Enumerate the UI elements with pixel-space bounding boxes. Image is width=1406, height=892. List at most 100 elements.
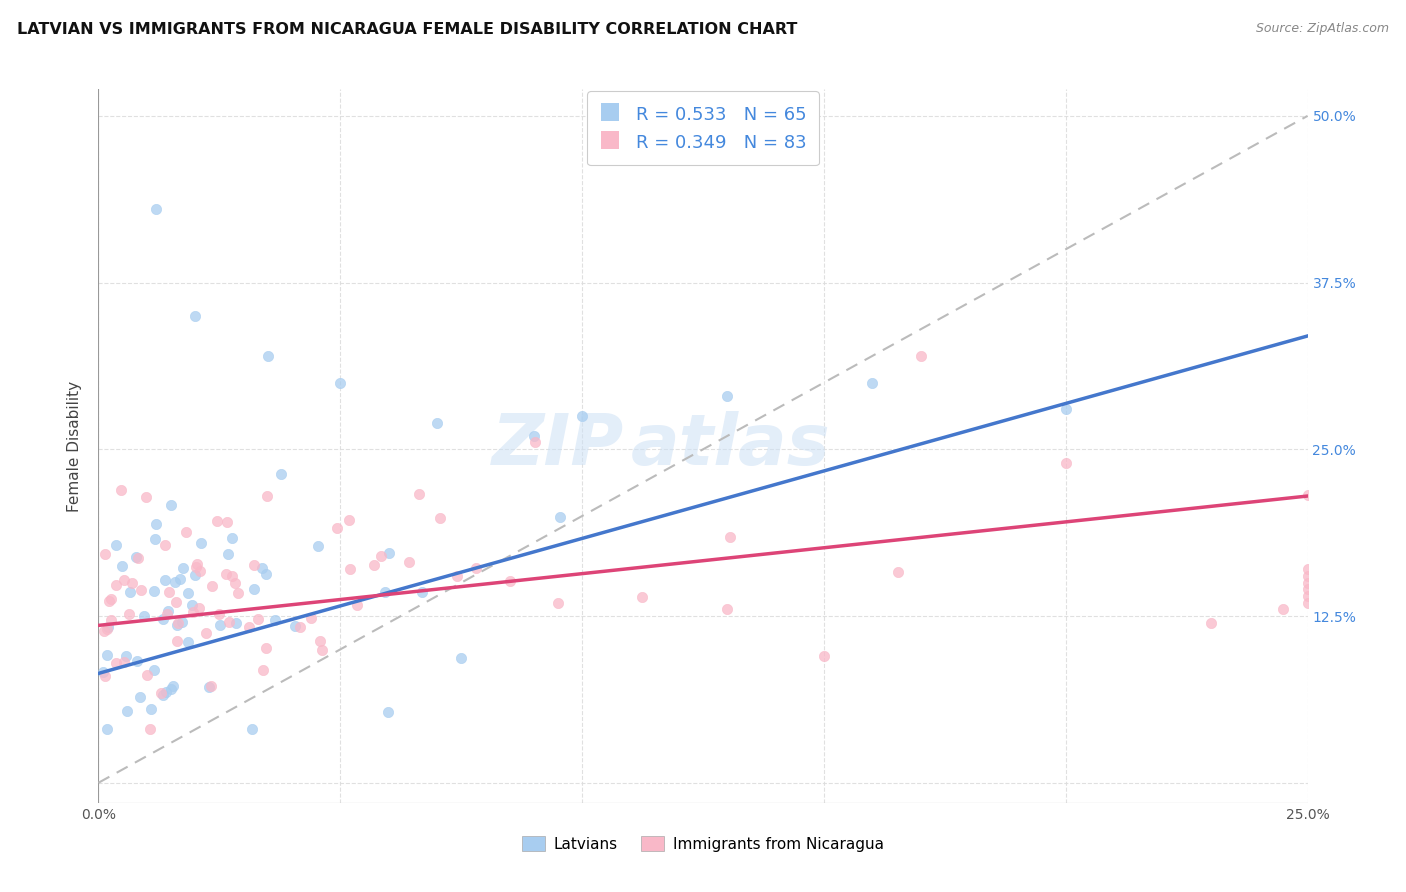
Point	[105, 578, 128, 592]
Text: atlas: atlas	[630, 411, 830, 481]
Point	[155, 685, 177, 699]
Text: Source: ZipAtlas.com: Source: ZipAtlas.com	[1256, 22, 1389, 36]
Point	[716, 602, 738, 616]
Point	[162, 679, 184, 693]
Point	[100, 613, 122, 627]
Point	[205, 514, 228, 528]
Point	[96, 622, 118, 636]
Point	[240, 723, 263, 737]
Point	[96, 723, 118, 737]
Point	[181, 605, 204, 619]
Point	[143, 532, 166, 546]
Point	[181, 598, 204, 612]
Point	[243, 582, 266, 596]
Point	[128, 690, 150, 705]
Point	[215, 515, 238, 529]
Point	[224, 576, 246, 591]
Point	[177, 635, 200, 649]
Point	[139, 702, 162, 716]
Point	[238, 620, 260, 634]
Point	[155, 607, 177, 621]
Point	[198, 680, 221, 694]
Point	[153, 538, 176, 552]
Point	[201, 579, 224, 593]
Point	[186, 558, 208, 572]
Point	[132, 609, 155, 624]
Point	[1296, 569, 1319, 583]
Point	[1296, 589, 1319, 603]
Point	[498, 574, 520, 589]
Point	[630, 590, 652, 604]
Point	[1296, 562, 1319, 576]
Point	[571, 409, 593, 423]
Point	[1296, 488, 1319, 502]
Point	[121, 576, 143, 591]
Point	[172, 615, 194, 629]
Point	[1054, 456, 1077, 470]
Point	[96, 648, 118, 663]
Text: ZIP: ZIP	[492, 411, 624, 481]
Point	[145, 516, 167, 531]
Point	[254, 640, 277, 655]
Point	[110, 483, 132, 497]
Point	[226, 586, 249, 600]
Point	[117, 705, 139, 719]
Point	[339, 562, 361, 576]
Point	[377, 706, 399, 720]
Point	[523, 429, 546, 443]
Point	[426, 416, 449, 430]
Point	[112, 655, 135, 669]
Point	[91, 665, 114, 679]
Point	[94, 547, 117, 561]
Point	[378, 546, 401, 560]
Point	[256, 349, 278, 363]
Point	[411, 584, 433, 599]
Point	[254, 567, 277, 582]
Point	[157, 604, 180, 618]
Point	[118, 607, 141, 622]
Point	[183, 567, 205, 582]
Legend: Latvians, Immigrants from Nicaragua: Latvians, Immigrants from Nicaragua	[515, 828, 891, 859]
Point	[326, 521, 349, 535]
Point	[218, 615, 240, 630]
Point	[215, 567, 238, 582]
Point	[142, 663, 165, 677]
Point	[548, 510, 571, 524]
Point	[307, 539, 329, 553]
Point	[188, 601, 211, 615]
Point	[172, 560, 194, 574]
Point	[157, 585, 180, 599]
Point	[860, 376, 883, 390]
Point	[465, 561, 488, 575]
Point	[115, 649, 138, 664]
Point	[221, 531, 243, 545]
Point	[370, 549, 392, 564]
Point	[1296, 575, 1319, 590]
Point	[524, 435, 547, 450]
Point	[165, 594, 187, 608]
Point	[105, 657, 128, 671]
Point	[1272, 602, 1295, 616]
Point	[398, 555, 420, 569]
Point	[429, 510, 451, 524]
Point	[163, 575, 186, 590]
Point	[208, 607, 231, 621]
Point	[153, 573, 176, 587]
Point	[1054, 402, 1077, 417]
Point	[311, 643, 333, 657]
Point	[256, 490, 278, 504]
Point	[887, 566, 910, 580]
Point	[139, 723, 162, 737]
Point	[225, 615, 247, 630]
Point	[374, 585, 396, 599]
Point	[184, 309, 207, 323]
Point	[284, 619, 307, 633]
Point	[337, 513, 360, 527]
Point	[136, 668, 159, 682]
Point	[288, 620, 311, 634]
Point	[143, 584, 166, 599]
Point	[125, 550, 148, 565]
Point	[131, 583, 153, 598]
Point	[446, 569, 468, 583]
Point	[221, 568, 243, 582]
